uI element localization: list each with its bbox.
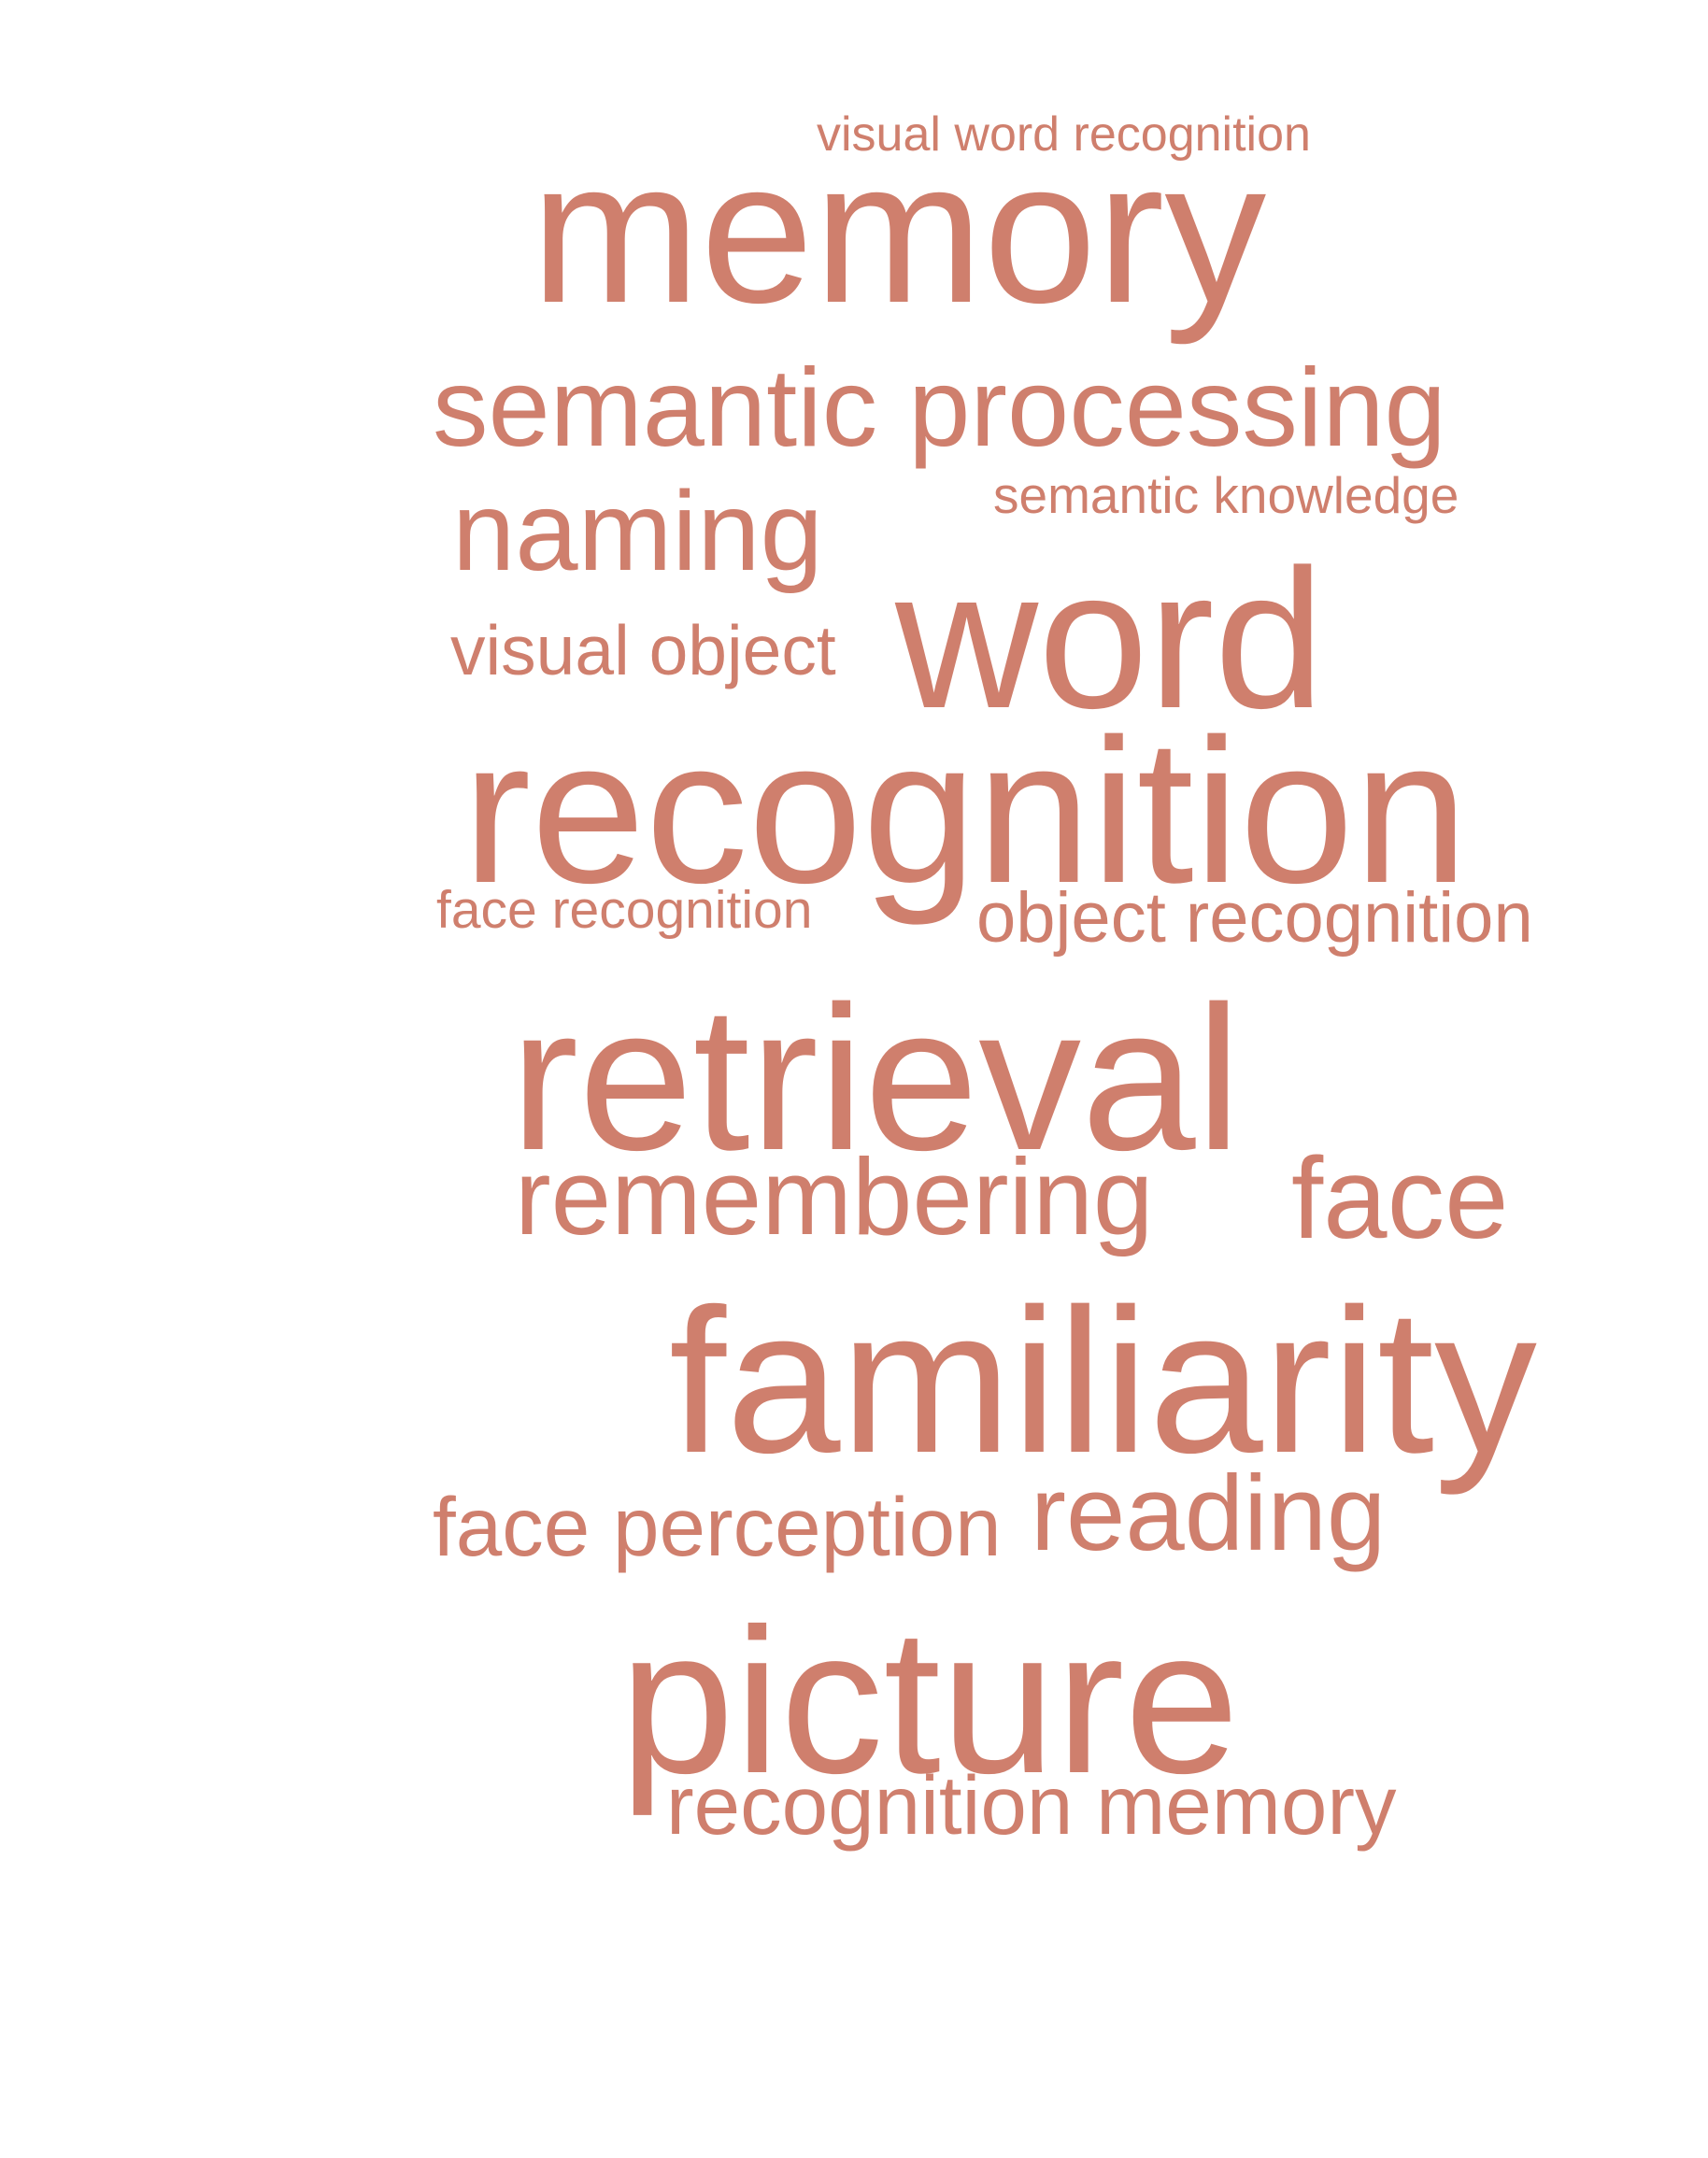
- word-recognition-memory: recognition memory: [666, 1758, 1397, 1852]
- word-face-perception: face perception: [433, 1480, 1002, 1573]
- word-face: face: [1291, 1135, 1509, 1263]
- word-memory: memory: [531, 119, 1267, 346]
- word-semantic-knowledge: semantic knowledge: [993, 466, 1459, 524]
- word-familiarity: familiarity: [669, 1266, 1537, 1496]
- word-picture: picture: [619, 1585, 1240, 1816]
- word-face-recognition: face recognition: [436, 880, 813, 940]
- word-retrieval: retrieval: [510, 963, 1242, 1193]
- word-remembering: remembering: [515, 1136, 1154, 1257]
- word-visual-word-recognition: visual word recognition: [817, 107, 1311, 162]
- word-visual-object: visual object: [450, 611, 836, 689]
- word-semantic-processing: semantic processing: [433, 346, 1446, 470]
- word-object-recognition: object recognition: [976, 878, 1533, 958]
- word-word: word: [895, 528, 1325, 749]
- word-reading: reading: [1031, 1455, 1387, 1573]
- word-recognition: recognition: [463, 696, 1469, 926]
- word-naming: naming: [452, 467, 823, 594]
